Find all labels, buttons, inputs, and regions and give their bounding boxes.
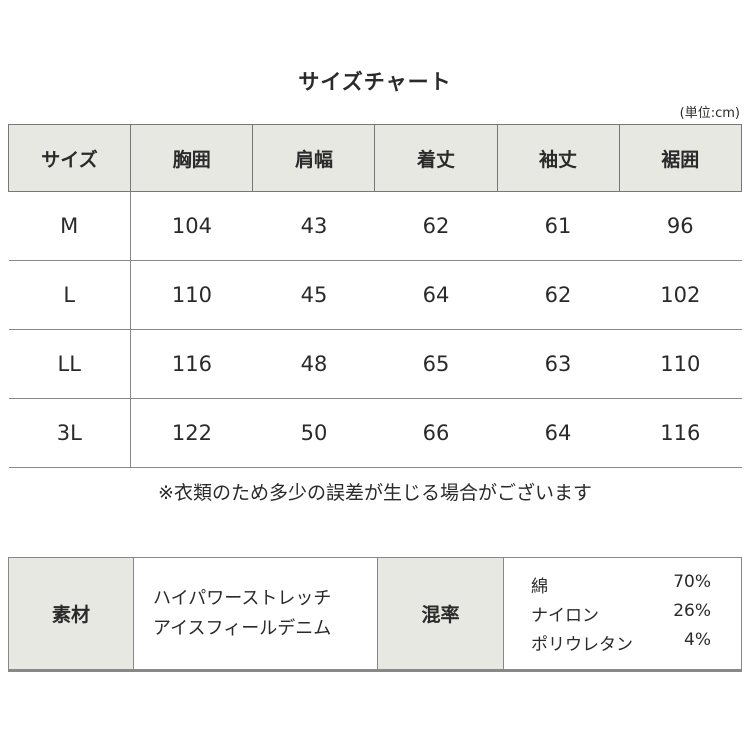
header-cell: 肩幅 (252, 124, 376, 192)
measurement-cell: 110 (619, 329, 742, 399)
measurement-cell: 122 (130, 398, 253, 468)
table-row: 3L 122 50 66 64 116 (8, 398, 742, 468)
material-label: 素材 (8, 557, 134, 671)
material-table: 素材 ハイパワーストレッチ アイスフィールデニム 混率 綿 70% ナイロン 26%… (8, 557, 742, 672)
measurement-cell: 62 (497, 260, 620, 330)
table-row: M 104 43 62 61 96 (8, 191, 742, 261)
header-cell: サイズ (8, 124, 131, 192)
measurement-cell: 64 (497, 398, 620, 468)
unit-label: (単位:cm) (679, 106, 740, 121)
material-name: ハイパワーストレッチ アイスフィールデニム (133, 557, 378, 671)
measurement-cell: 116 (130, 329, 253, 399)
blend-pct: 26% (673, 601, 711, 621)
measurement-cell: 102 (619, 260, 742, 330)
size-cell: LL (8, 329, 131, 399)
disclaimer-note: ※衣類のため多少の誤差が生じる場合がございます (158, 482, 592, 504)
header-cell: 袖丈 (496, 124, 620, 192)
size-cell: 3L (8, 398, 131, 468)
measurement-cell: 96 (619, 191, 742, 261)
measurement-cell: 116 (619, 398, 742, 468)
size-cell: M (8, 191, 131, 261)
table-row: LL 116 48 65 63 110 (8, 329, 742, 399)
header-cell: 裾囲 (618, 124, 743, 192)
measurement-cell: 50 (252, 398, 375, 468)
size-cell: L (8, 260, 131, 330)
page-title: サイズチャート (298, 70, 452, 94)
blend-pct: 4% (684, 630, 711, 650)
blend-pct: 70% (673, 572, 711, 592)
measurement-cell: 66 (374, 398, 497, 468)
measurement-cell: 61 (497, 191, 620, 261)
material-line: アイスフィールデニム (153, 617, 332, 639)
header-cell: 着丈 (374, 124, 498, 192)
table-row: L 110 45 64 62 102 (8, 260, 742, 330)
size-table: サイズ 胸囲 肩幅 着丈 袖丈 裾囲 M 104 43 62 61 96 L 110 45 64 6… (8, 124, 743, 468)
material-line: ハイパワーストレッチ (153, 587, 332, 609)
blend-values: 綿 70% ナイロン 26% ポリウレタン 4% (503, 557, 742, 671)
header-cell: 胸囲 (129, 124, 254, 192)
measurement-cell: 48 (252, 329, 375, 399)
blend-label: 混率 (377, 557, 504, 671)
measurement-cell: 110 (130, 260, 253, 330)
measurement-cell: 104 (130, 191, 253, 261)
measurement-cell: 63 (497, 329, 620, 399)
blend-name: ナイロン (531, 606, 599, 626)
blend-name: 綿 (531, 577, 548, 597)
measurement-cell: 64 (374, 260, 497, 330)
header-row: サイズ 胸囲 肩幅 着丈 袖丈 裾囲 (8, 124, 743, 192)
measurement-cell: 45 (252, 260, 375, 330)
measurement-cell: 43 (252, 191, 375, 261)
blend-name: ポリウレタン (531, 635, 633, 655)
measurement-cell: 65 (374, 329, 497, 399)
measurement-cell: 62 (374, 191, 497, 261)
